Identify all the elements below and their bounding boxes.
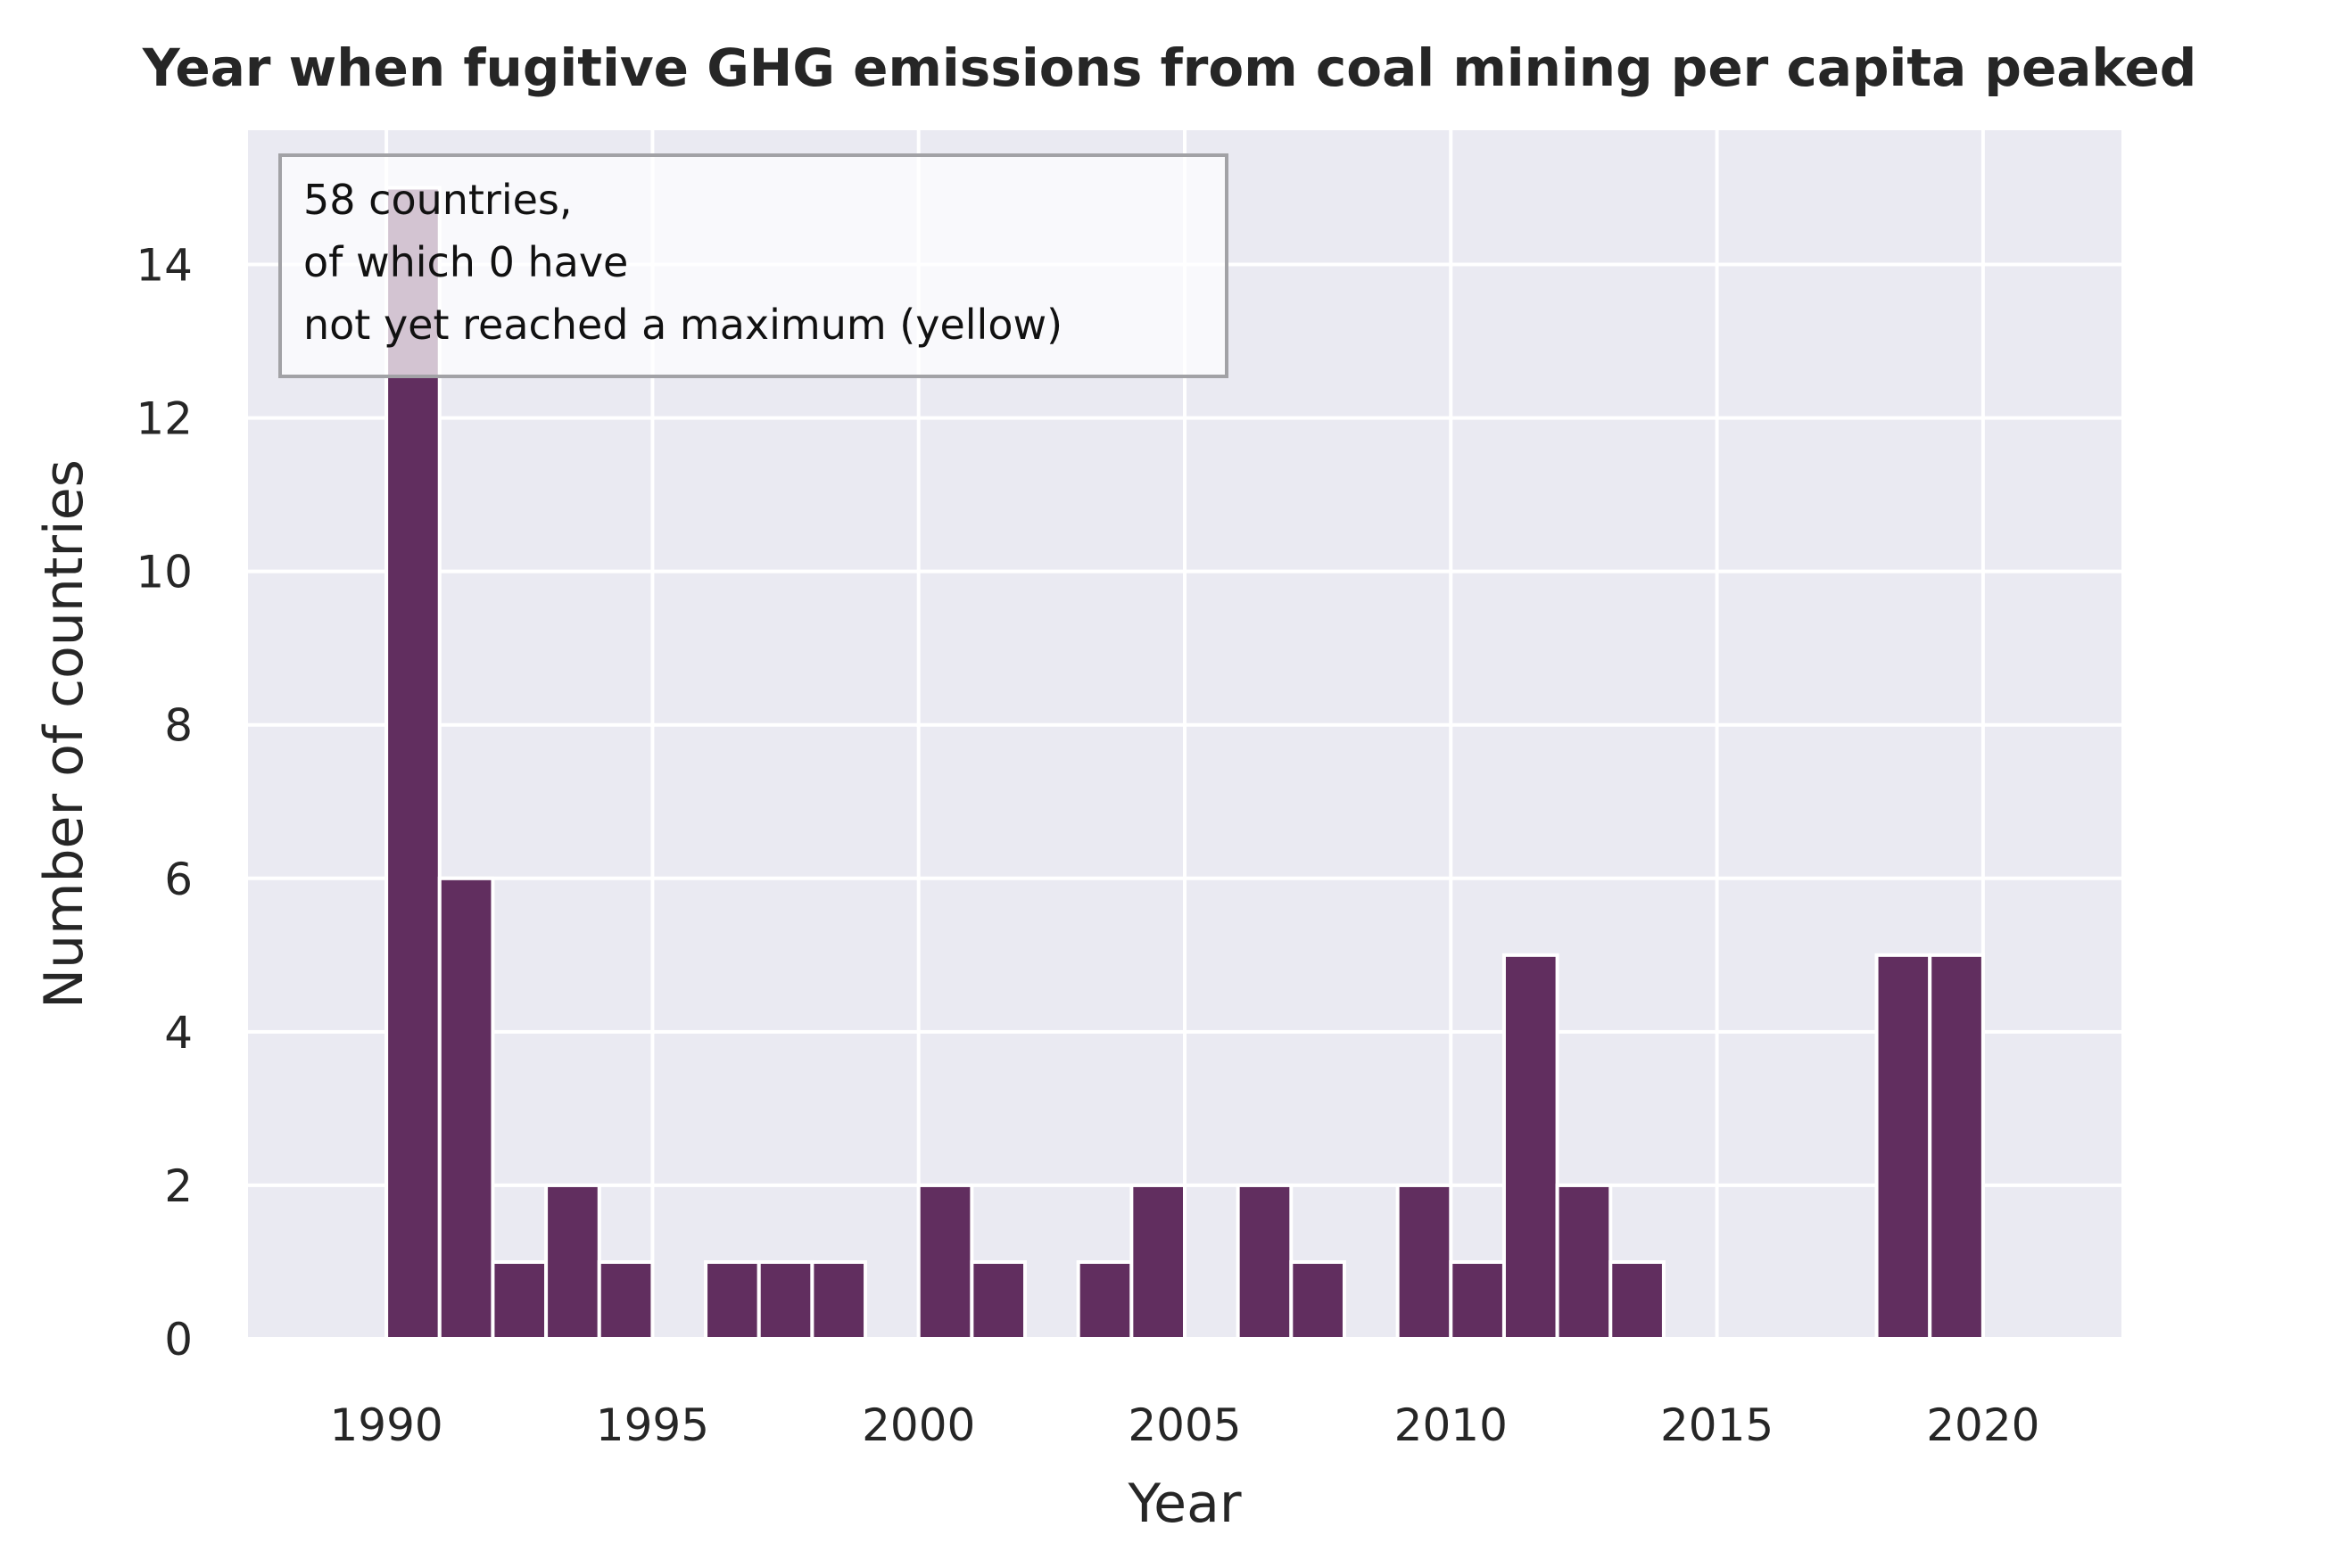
y-tick-label: 8 — [164, 700, 193, 752]
y-axis-label: Number of countries — [33, 459, 95, 1009]
y-tick-label: 12 — [136, 393, 193, 445]
x-tick-label: 2000 — [862, 1399, 975, 1451]
bar — [1928, 953, 1985, 1341]
bar — [1501, 953, 1559, 1341]
bar — [757, 1259, 814, 1341]
bar — [1449, 1259, 1506, 1341]
y-tick-label: 2 — [164, 1160, 193, 1212]
annotation-frame — [278, 153, 1228, 378]
x-tick-label: 2005 — [1128, 1399, 1241, 1451]
bar — [1236, 1183, 1294, 1341]
y-tick-label: 14 — [136, 240, 193, 292]
x-tick-label: 2015 — [1660, 1399, 1774, 1451]
bar — [1076, 1259, 1134, 1341]
y-tick-label: 0 — [164, 1314, 193, 1366]
bar — [1608, 1259, 1666, 1341]
x-tick-label: 2020 — [1926, 1399, 2039, 1451]
x-axis-label: Year — [1127, 1473, 1241, 1535]
bar — [437, 876, 495, 1341]
bar — [970, 1259, 1028, 1341]
x-tick-label: 1995 — [596, 1399, 709, 1451]
y-tick-label: 4 — [164, 1007, 193, 1059]
bar — [704, 1259, 761, 1341]
bar — [1555, 1183, 1613, 1341]
bar — [1874, 953, 1932, 1341]
bar — [1289, 1259, 1346, 1341]
y-tick-labels: 0 2 4 6 8 10 12 14 — [136, 240, 193, 1366]
bar — [597, 1259, 655, 1341]
bar — [916, 1183, 974, 1341]
bar — [1129, 1183, 1187, 1341]
bar — [1395, 1183, 1453, 1341]
annotation-line: of which 0 have — [303, 238, 628, 286]
x-tick-labels: 1990 1995 2000 2005 2010 2015 2020 — [329, 1399, 2039, 1451]
y-tick-label: 6 — [164, 854, 193, 905]
bar — [491, 1259, 549, 1341]
bar — [810, 1259, 868, 1341]
annotation-line: 58 countries, — [303, 176, 573, 224]
x-tick-label: 1990 — [329, 1399, 442, 1451]
chart-title: Year when fugitive GHG emissions from co… — [142, 37, 2197, 98]
bars — [384, 186, 1985, 1341]
annotation-line: not yet reached a maximum (yellow) — [303, 301, 1063, 349]
annotation-box: 58 countries, of which 0 have not yet reac… — [278, 153, 1228, 378]
y-tick-label: 10 — [136, 547, 193, 598]
bar — [544, 1183, 601, 1341]
x-tick-label: 2010 — [1394, 1399, 1508, 1451]
